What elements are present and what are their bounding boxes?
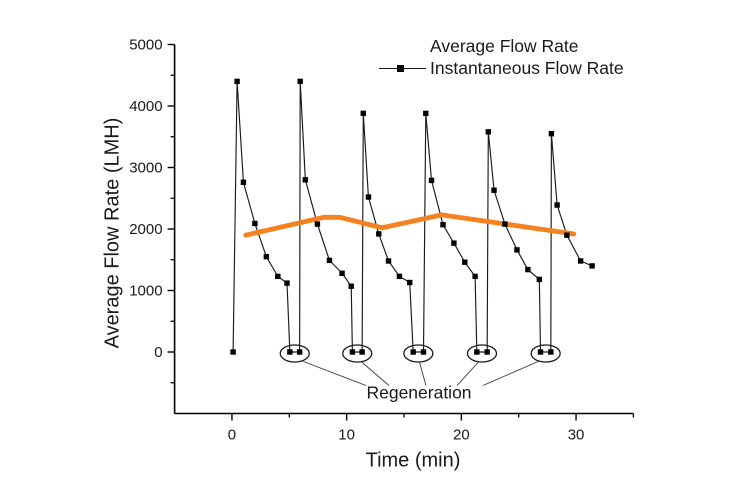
data-point-marker — [440, 221, 446, 228]
annotation-connector-line — [456, 361, 480, 386]
data-point-marker — [396, 273, 403, 280]
data-point-marker — [485, 129, 492, 135]
data-point-marker — [537, 349, 544, 355]
data-point-marker — [554, 202, 560, 208]
instantaneous-flow-line — [232, 81, 593, 353]
data-point-marker — [230, 349, 236, 355]
data-point-marker — [484, 349, 490, 355]
y-tick-label: 3000 — [129, 160, 162, 177]
data-point-marker — [339, 270, 345, 276]
annotation-connector-line — [482, 361, 539, 386]
data-point-marker — [423, 110, 429, 117]
data-point-marker — [420, 349, 427, 355]
regeneration-circle — [279, 344, 310, 363]
data-point-marker — [385, 258, 392, 264]
y-tick-label: 5000 — [129, 37, 162, 54]
data-point-marker — [491, 187, 497, 193]
legend-label-average: Average Flow Rate — [430, 35, 579, 56]
data-point-marker — [287, 349, 293, 355]
data-point-marker — [525, 266, 531, 273]
data-point-marker — [407, 279, 413, 286]
x-tick-label: 30 — [568, 427, 585, 444]
data-point-marker — [284, 280, 290, 286]
y-tick-label: 4000 — [129, 98, 162, 115]
data-point-marker — [536, 276, 543, 283]
x-tick-label: 0 — [228, 427, 236, 444]
data-point-marker — [348, 283, 354, 289]
annotation-connector-line — [418, 361, 427, 386]
data-point-marker — [428, 177, 435, 184]
data-point-marker — [451, 240, 457, 246]
data-point-marker — [589, 263, 595, 269]
data-point-marker — [548, 349, 554, 355]
data-point-marker — [365, 194, 372, 200]
data-point-marker — [296, 349, 303, 355]
y-tick-label: 2000 — [129, 221, 162, 238]
regeneration-annotation: Regeneration — [366, 382, 472, 403]
data-point-marker — [472, 273, 478, 280]
data-point-marker — [240, 179, 247, 185]
data-point-marker — [314, 221, 321, 227]
regeneration-circle — [530, 344, 561, 363]
legend-item-instantaneous: Instantaneous Flow Rate — [379, 57, 624, 79]
y-tick-label: 0 — [154, 344, 162, 361]
x-axis-title: Time (min) — [365, 449, 461, 472]
square-marker-icon — [397, 65, 404, 72]
data-point-marker — [462, 259, 468, 265]
y-tick-label: 1000 — [129, 283, 162, 300]
average-line-swatch-icon — [379, 44, 426, 49]
x-tick-label: 10 — [338, 427, 355, 444]
x-tick-label: 20 — [453, 427, 470, 444]
legend-label-instantaneous: Instantaneous Flow Rate — [430, 57, 624, 78]
legend: Average Flow Rate Instantaneous Flow Rat… — [379, 35, 624, 79]
data-point-marker — [474, 349, 480, 355]
instantaneous-line-swatch-icon — [379, 64, 426, 73]
data-point-marker — [359, 349, 365, 355]
data-point-marker — [410, 349, 416, 355]
data-point-marker — [263, 253, 270, 260]
data-point-marker — [275, 273, 281, 280]
data-point-marker — [376, 231, 382, 237]
annotation-connector-line — [303, 361, 367, 386]
data-point-marker — [360, 110, 366, 117]
data-point-marker — [514, 247, 520, 253]
data-point-marker — [297, 78, 303, 85]
data-point-marker — [502, 221, 508, 227]
annotation-connector-line — [360, 361, 390, 386]
data-point-marker — [302, 177, 309, 183]
data-point-marker — [564, 232, 570, 238]
regeneration-circle — [342, 344, 373, 363]
data-point-marker — [326, 257, 333, 264]
data-point-marker — [234, 78, 240, 85]
legend-item-average: Average Flow Rate — [379, 35, 624, 57]
average-flow-line — [243, 212, 577, 238]
regeneration-circle — [466, 344, 498, 363]
data-point-marker — [252, 220, 258, 227]
y-axis-title: Average Flow Rate (LMH) — [101, 117, 124, 349]
regeneration-circle — [403, 344, 434, 363]
data-point-marker — [548, 130, 555, 137]
data-point-marker — [577, 258, 584, 264]
data-point-marker — [349, 349, 356, 355]
